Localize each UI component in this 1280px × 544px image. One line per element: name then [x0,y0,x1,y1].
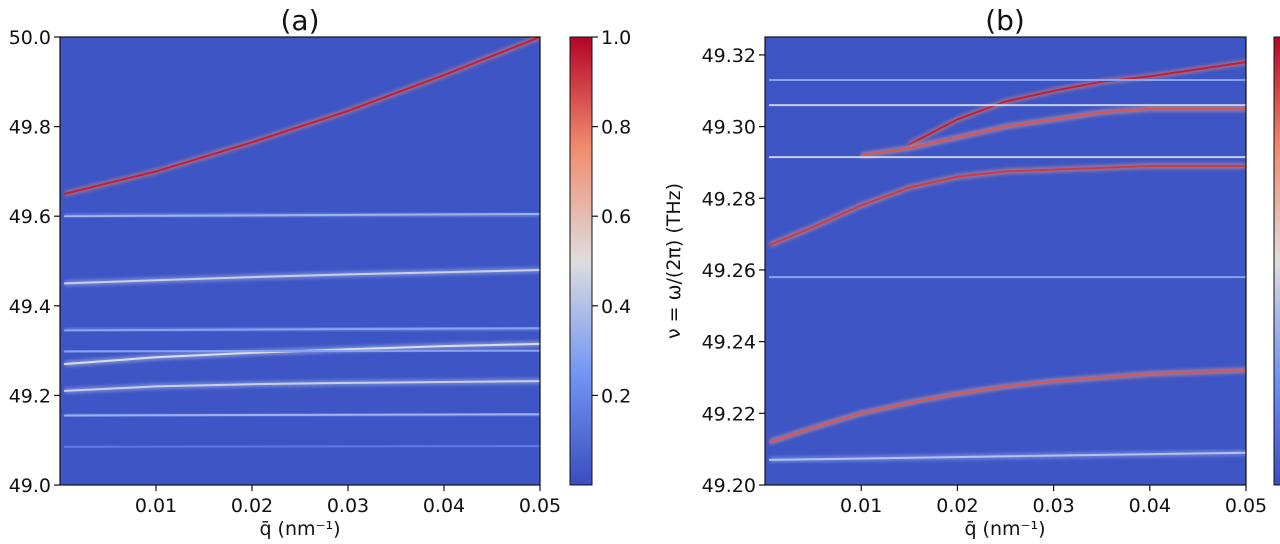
x-tick-label: 0.03 [1032,495,1074,517]
colorbar-gradient [569,36,593,486]
colorbar-tick-label: 0.2 [601,385,631,407]
panel-b-frame [764,36,1247,486]
x-tick-label: 0.01 [840,495,882,517]
y-tick-label: 49.22 [702,403,756,425]
y-tick-label: 49.24 [702,332,756,354]
y-tick-label: 49.32 [702,45,756,67]
series-line [63,380,540,392]
panel-b-x-label: q̄ (nm⁻¹) [964,518,1045,540]
panel-a-x-axis: 0.01 0.02 0.03 0.04 0.05 [135,485,561,517]
y-tick-label: 49.28 [702,188,756,210]
colorbar-ticks: 0.2 0.4 0.6 0.8 1.0 [592,27,631,407]
series-line [63,269,540,285]
series-line [768,369,1246,443]
series-line [768,165,1246,246]
panel-b: (b) 49.2049.2249.2449.2649.2849.3049.32 … [663,4,1267,540]
x-tick-label: 0.02 [231,495,273,517]
panel-b-title: (b) [985,4,1025,37]
colorbar-tick-label: 0.6 [601,206,631,228]
series-line [860,107,1246,157]
colorbar-tick-label: 0.8 [601,117,631,139]
panel-a-y-axis: 49.0 49.2 49.4 49.6 49.8 50.0 [9,27,60,497]
panel-a-x-label: q̄ (nm⁻¹) [259,518,340,540]
x-tick-label: 0.05 [1225,495,1267,517]
x-tick-label: 0.04 [423,495,465,517]
y-tick-label: 49.8 [9,117,51,139]
y-tick-label: 49.20 [702,475,756,497]
series-line [63,445,540,448]
colorbar: 0.2 0.4 0.6 0.8 1.0 [569,27,631,486]
y-tick-label: 49.0 [9,475,51,497]
y-tick-label: 49.4 [9,296,51,318]
panel-a-frame [59,36,541,486]
y-tick-label: 49.26 [702,260,756,282]
y-tick-label: 49.2 [9,385,51,407]
x-tick-label: 0.05 [519,495,561,517]
panel-a: (a) 49.049.249.449.649.850.0 0.01 0.02 0.0… [9,4,561,540]
colorbar-tick-label: 0.4 [601,296,631,318]
panel-b-series-group [768,59,1246,463]
x-tick-label: 0.01 [135,495,177,517]
series-line [63,37,540,195]
x-tick-label: 0.03 [327,495,369,517]
colorbar-tick-label: 1.0 [601,27,631,49]
series-line [63,349,540,353]
panel-b-y-label: ν = ω/(2π) (THz) [663,183,685,339]
series-line [63,413,540,417]
panel-a-heatmap-background [60,37,540,485]
series-line [768,451,1246,461]
panel-b-y-axis: 49.20 49.22 49.24 49.26 49.28 49.30 49.32 [702,45,765,497]
panel-b-x-axis: 0.01 0.02 0.03 0.04 0.05 [840,485,1267,517]
series-line [63,213,540,218]
x-tick-label: 0.04 [1129,495,1171,517]
y-tick-label: 49.6 [9,206,51,228]
panel-a-title: (a) [280,4,319,37]
y-tick-label: 50.0 [9,27,51,49]
panel-b-colorbar-edge [1273,36,1280,486]
series-line [63,327,540,332]
x-tick-label: 0.02 [936,495,978,517]
series-line [908,61,1246,146]
panel-a-series-group [63,37,540,450]
y-tick-label: 49.30 [702,117,756,139]
